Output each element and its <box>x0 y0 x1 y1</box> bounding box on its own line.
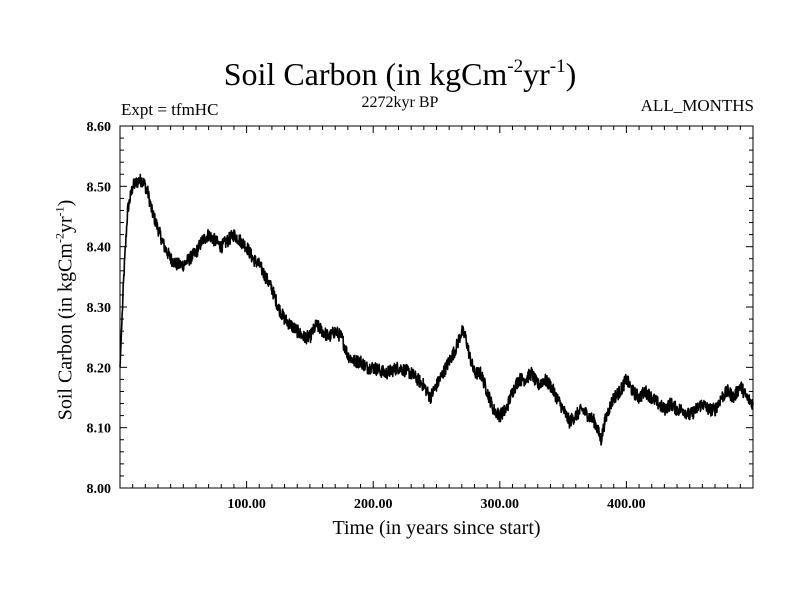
y-tick-label: 8.10 <box>87 422 112 437</box>
x-axis-label: Time (in years since start) <box>332 517 541 539</box>
y-tick-label: 8.00 <box>87 482 112 497</box>
y-tick-label: 8.40 <box>87 241 112 256</box>
axis-ticks <box>120 125 753 489</box>
y-tick-label: 8.30 <box>87 301 112 316</box>
experiment-label: Expt = tfmHC <box>121 100 219 119</box>
plot-frame <box>119 125 754 489</box>
soil-carbon-series-line <box>119 173 754 446</box>
y-tick-label: 8.50 <box>87 180 112 195</box>
x-tick-label: 200.00 <box>354 497 393 512</box>
chart-subtitle: 2272kyr BP <box>361 94 439 111</box>
x-tick-label: 300.00 <box>481 497 520 512</box>
tick-labels: 8.00 8.10 8.20 8.30 8.40 8.50 8.60 100.00 200.00… <box>87 120 646 512</box>
x-tick-label: 100.00 <box>227 497 266 512</box>
months-label: ALL_MONTHS <box>640 96 754 115</box>
y-tick-label: 8.60 <box>87 120 112 135</box>
y-tick-label: 8.20 <box>87 361 112 376</box>
chart-title: Soil Carbon (in kgCm-2yr-1) <box>223 56 577 92</box>
y-axis-label: Soil Carbon (in kgCm-2yr-1) <box>52 199 77 421</box>
x-tick-label: 400.00 <box>607 497 646 512</box>
